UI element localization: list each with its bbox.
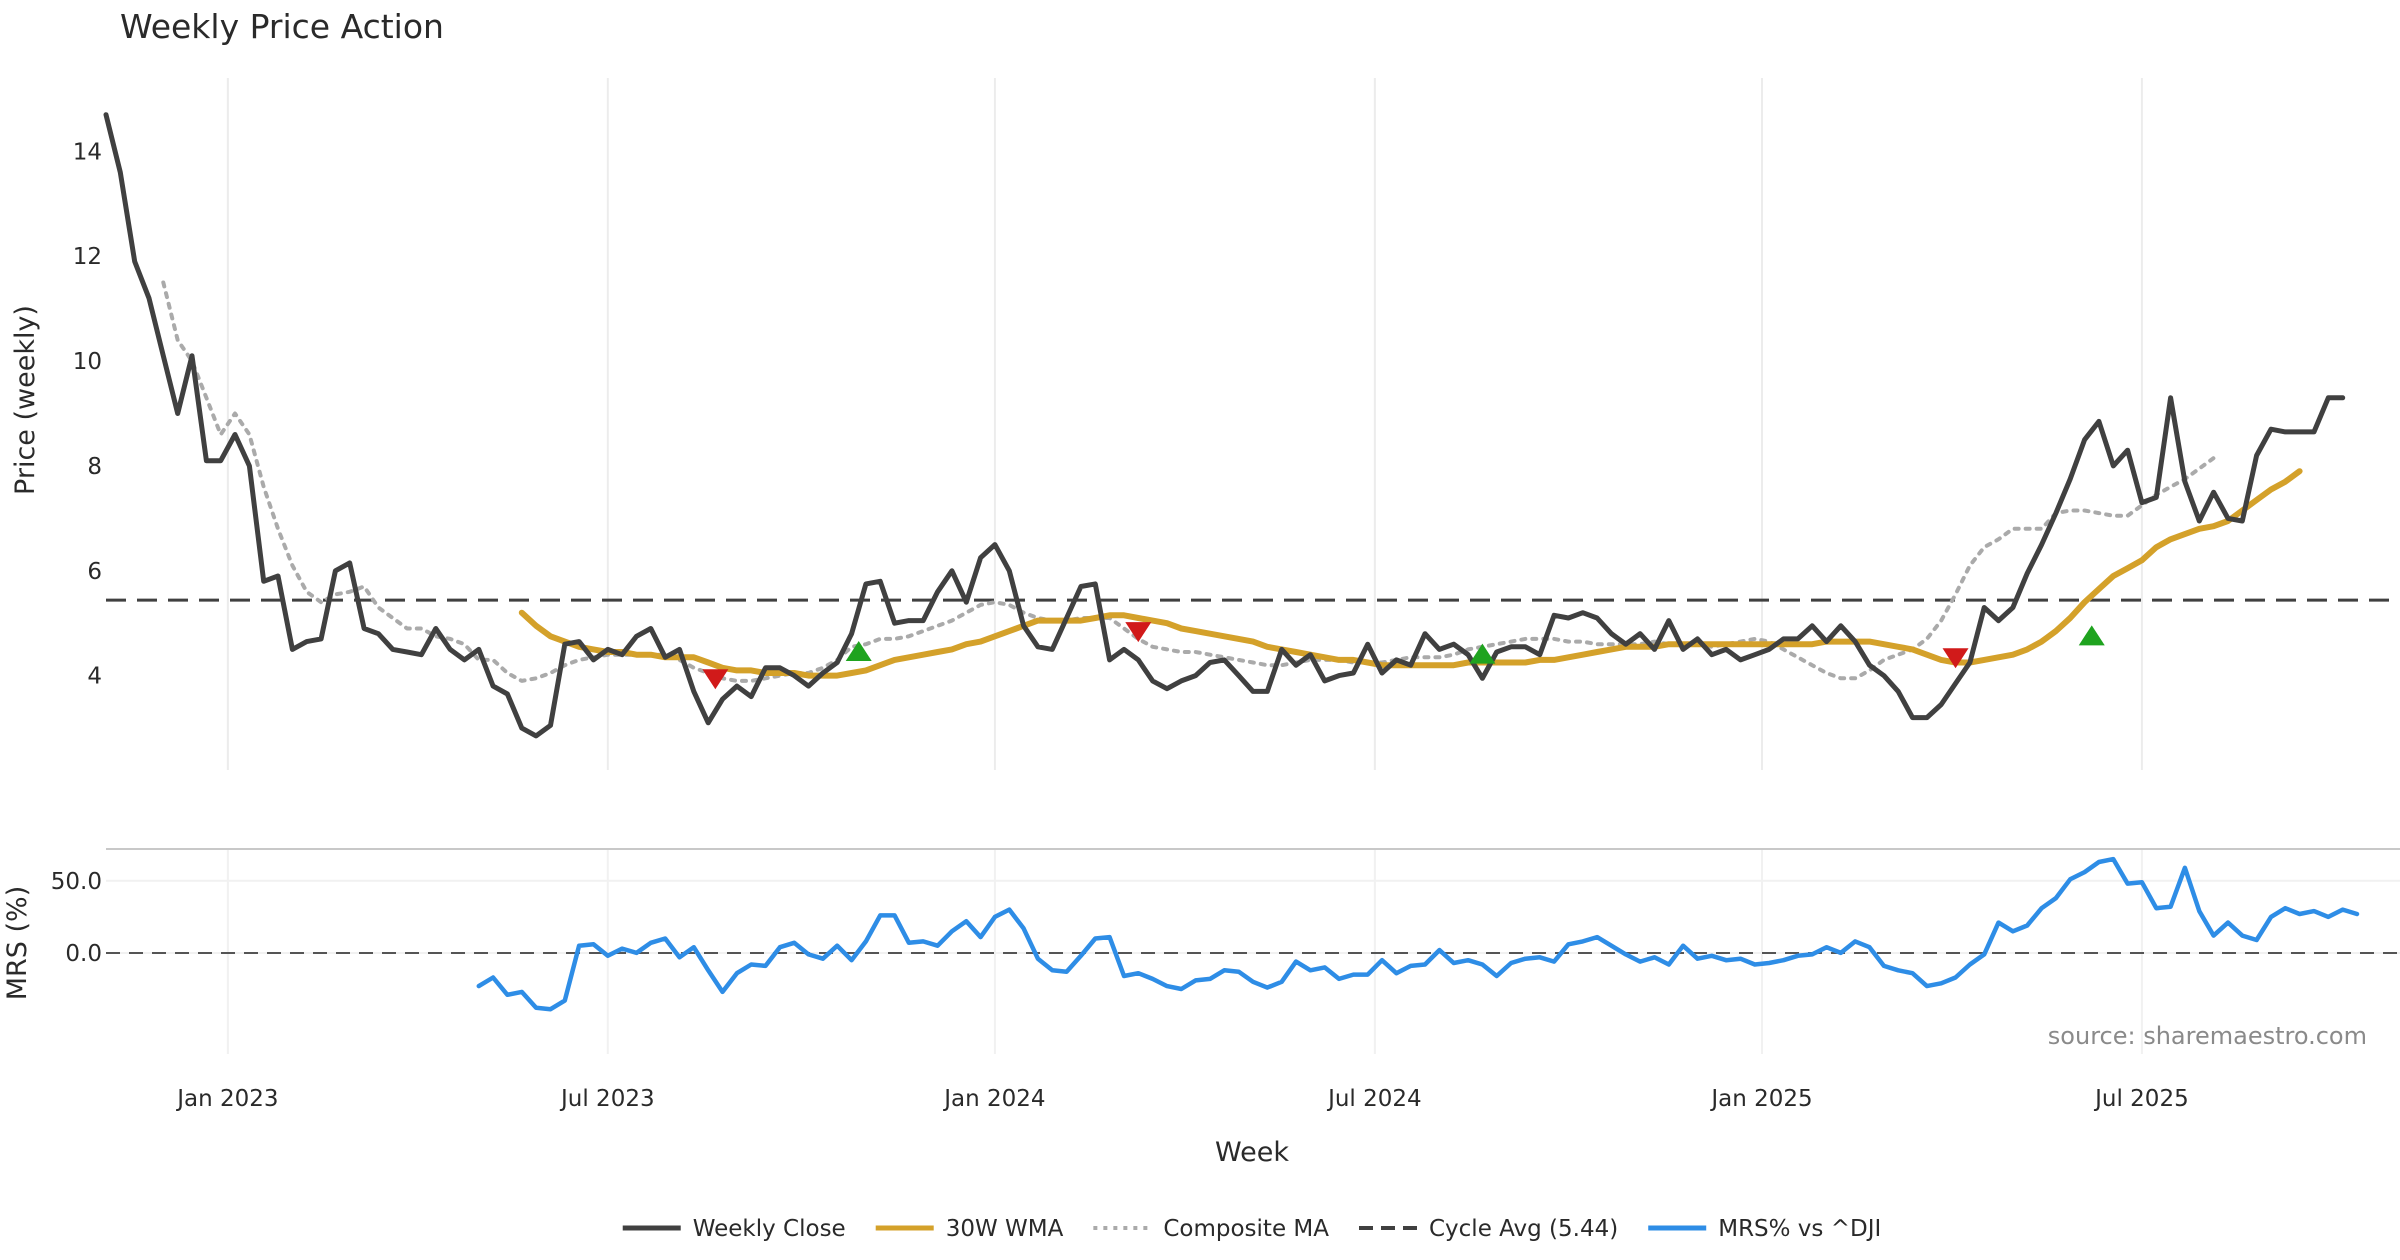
mrs-y-tick-label: 0.0 xyxy=(65,941,102,967)
price-y-tick-label: 10 xyxy=(73,349,102,375)
series-layer xyxy=(103,112,2360,1012)
price-y-tick-label: 4 xyxy=(87,664,102,690)
x-tick-label: Jul 2023 xyxy=(559,1086,655,1112)
buy-signal-marker xyxy=(1469,643,1496,664)
legend-item-cycle-avg-5-44: Cycle Avg (5.44) xyxy=(1358,1216,1618,1242)
legend-item-composite-ma: Composite MA xyxy=(1093,1216,1329,1242)
sell-signal-marker xyxy=(1942,648,1969,669)
buy-signal-marker xyxy=(845,641,872,662)
legend-label: 30W WMA xyxy=(946,1216,1064,1242)
mrs-y-axis-title: MRS (%) xyxy=(2,886,33,1001)
series-weekly-close xyxy=(103,112,2346,739)
price-y-tick-label: 6 xyxy=(87,559,102,585)
mrs-y-ticks: 0.0 50.0 xyxy=(51,869,102,967)
series-mrs-vs-dji xyxy=(476,856,2360,1012)
sell-signal-marker xyxy=(1125,622,1152,643)
legend-label: Cycle Avg (5.44) xyxy=(1429,1216,1618,1242)
x-ticks: Jan 2023 Jul 2023 Jan 2024 Jul 2024 Jan 2025… xyxy=(175,1086,2189,1112)
legend-label: MRS% vs ^DJI xyxy=(1718,1216,1881,1242)
legend-item-mrs-vs-dji: MRS% vs ^DJI xyxy=(1648,1216,1881,1242)
price-gridlines xyxy=(226,78,2143,770)
x-tick-label: Jul 2024 xyxy=(1326,1086,1422,1112)
x-tick-label: Jan 2023 xyxy=(175,1086,278,1112)
legend-label: Composite MA xyxy=(1163,1216,1329,1242)
price-y-tick-label: 8 xyxy=(87,454,102,480)
price-y-ticks: 4 6 8 10 12 14 xyxy=(73,139,102,689)
price-y-axis-title: Price (weekly) xyxy=(10,305,41,495)
legend-label: Weekly Close xyxy=(693,1216,846,1242)
chart-title: Weekly Price Action xyxy=(120,7,444,46)
price-y-tick-label: 14 xyxy=(73,139,102,165)
signal-markers xyxy=(702,622,2105,690)
sell-signal-marker xyxy=(702,669,729,690)
buy-signal-marker xyxy=(2078,625,2105,646)
source-credit: source: sharemaestro.com xyxy=(2048,1022,2367,1050)
legend-item-30w-wma: 30W WMA xyxy=(875,1216,1064,1242)
x-axis-title: Week xyxy=(1215,1137,1289,1168)
mrs-y-tick-label: 50.0 xyxy=(51,869,102,895)
legend: Weekly Close 30W WMA Composite MA Cycle Avg… xyxy=(622,1216,1881,1242)
x-tick-label: Jan 2025 xyxy=(1709,1086,1812,1112)
legend-item-weekly-close: Weekly Close xyxy=(622,1216,846,1242)
price-y-tick-label: 12 xyxy=(73,244,102,270)
x-tick-label: Jul 2025 xyxy=(2093,1086,2189,1112)
mrs-gridlines xyxy=(106,849,2400,1054)
x-tick-label: Jan 2024 xyxy=(942,1086,1045,1112)
